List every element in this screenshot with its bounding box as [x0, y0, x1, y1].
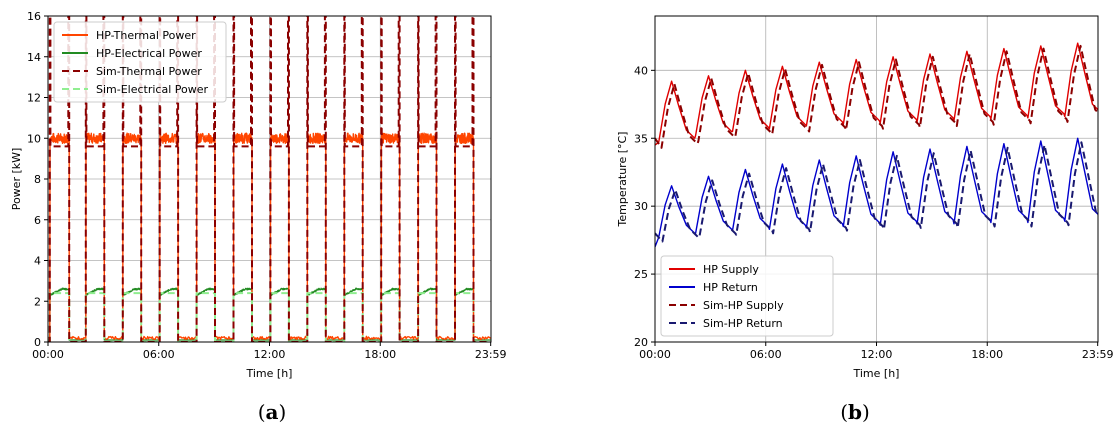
panel-a-ticks: 00:00 06:00 12:00 18:00 23:59 0 2 4 6 8 10 12 14 16 [27, 10, 507, 361]
panel-a-xtick-label: 06:00 [143, 348, 175, 361]
panel-b-legend-label: HP Return [703, 281, 758, 294]
panel-a-xtick-label: 18:00 [364, 348, 396, 361]
panel-a-legend-box [53, 21, 227, 103]
panel-b-series [655, 42, 1098, 248]
panel-b-xtick-label: 00:00 [639, 348, 671, 361]
panel-a-xlabel: Time [h] [246, 367, 293, 380]
panel-a-xtick-label: 00:00 [32, 348, 64, 361]
panel-b-legend-label: HP Supply [703, 263, 759, 276]
panel-a-chart: 00:00 06:00 12:00 18:00 23:59 0 2 4 6 8 10 12 14 16 T… [10, 10, 507, 424]
panel-b-caption-letter: b [848, 400, 862, 424]
panel-a-xtick-label: 12:00 [254, 348, 286, 361]
panel-a-ytick-label: 16 [27, 10, 41, 23]
panel-a-series-hp-thermal-line [48, 132, 491, 341]
panel-b-series-sim-return-line [655, 141, 1098, 243]
panel-a-xtick-label: 23:59 [475, 348, 507, 361]
panel-a-legend: HP-Thermal Power HP-Electrical Power Sim-T… [53, 21, 227, 103]
panel-b-legend: HP Supply HP Return Sim-HP Supply Sim-HP Re… [660, 255, 834, 337]
panel-b-ytick-label: 35 [634, 132, 648, 145]
panel-b-xlabel: Time [h] [853, 367, 900, 380]
panel-a-caption: (a) [258, 400, 287, 424]
panel-a-legend-label: Sim-Thermal Power [96, 65, 202, 78]
panel-a-ytick-label: 10 [27, 132, 41, 145]
panel-a-ylabel: Power [kW] [10, 148, 23, 211]
panel-b-legend-box [660, 255, 834, 337]
panel-a-ytick-label: 8 [34, 173, 41, 186]
panel-a-caption-letter: a [266, 400, 279, 424]
panel-b-ytick-label: 40 [634, 64, 648, 77]
panel-a-ytick-label: 2 [34, 295, 41, 308]
panel-b-caption: (b) [840, 400, 870, 424]
panel-a-ytick-label: 4 [34, 255, 41, 268]
panel-b-ylabel: Temperature [°C] [616, 132, 629, 228]
panel-b-xtick-label: 23:59 [1082, 348, 1114, 361]
panel-b-xtick-label: 18:00 [971, 348, 1003, 361]
panel-a-legend-label: HP-Electrical Power [96, 47, 202, 60]
panel-b-ytick-label: 25 [634, 268, 648, 281]
panel-b-ytick-label: 30 [634, 200, 648, 213]
panel-b-xtick-label: 12:00 [861, 348, 893, 361]
panel-b-series-hp-supply-line [655, 42, 1098, 146]
panel-a-ytick-label: 12 [27, 92, 41, 105]
panel-b-xtick-label: 06:00 [750, 348, 782, 361]
panel-a-ytick-label: 0 [34, 336, 41, 349]
panel-b-chart: 00:00 06:00 12:00 18:00 23:59 20 25 30 35 40 Time… [616, 15, 1114, 424]
panel-b-series-sim-supply-line [655, 44, 1098, 149]
panel-a-ytick-label: 6 [34, 214, 41, 227]
panel-a-legend-label: Sim-Electrical Power [96, 83, 209, 96]
panel-a-ytick-label: 14 [27, 51, 41, 64]
panel-b-ytick-label: 20 [634, 336, 648, 349]
panel-a-series [48, 16, 491, 342]
panel-a-legend-label: HP-Thermal Power [96, 29, 196, 42]
panel-a-series-hp-electrical-line [48, 287, 491, 341]
panel-b-legend-label: Sim-HP Supply [703, 299, 784, 312]
panel-b-ticks: 00:00 06:00 12:00 18:00 23:59 20 25 30 35 40 [634, 64, 1114, 361]
panel-b-legend-label: Sim-HP Return [703, 317, 783, 330]
